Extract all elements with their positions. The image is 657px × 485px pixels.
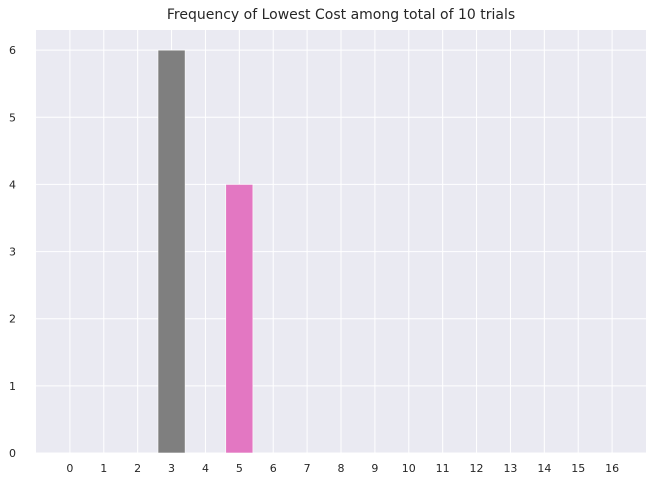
y-tick-label: 6 (9, 44, 16, 57)
x-tick-label: 0 (66, 462, 73, 475)
y-tick-label: 3 (9, 246, 16, 259)
y-tick-label: 1 (9, 380, 16, 393)
chart-title: Frequency of Lowest Cost among total of … (166, 7, 516, 23)
x-tick-label: 4 (202, 462, 209, 475)
x-tick-label: 10 (402, 462, 416, 475)
x-tick-label: 2 (134, 462, 141, 475)
x-tick-label: 11 (436, 462, 450, 475)
x-tick-labels: 0 1 2 3 4 5 6 7 8 9 10 11 12 13 14 15 16 (66, 462, 619, 475)
bar-3 (157, 49, 186, 454)
x-tick-label: 9 (371, 462, 378, 475)
y-tick-labels: 0 1 2 3 4 5 6 (9, 44, 16, 460)
x-tick-label: 1 (100, 462, 107, 475)
y-tick-label: 5 (9, 111, 16, 124)
x-tick-label: 14 (537, 462, 551, 475)
x-tick-label: 13 (503, 462, 517, 475)
x-tick-label: 7 (304, 462, 311, 475)
x-tick-label: 15 (571, 462, 585, 475)
x-tick-label: 5 (236, 462, 243, 475)
y-tick-label: 0 (9, 447, 16, 460)
x-tick-label: 3 (168, 462, 175, 475)
y-tick-label: 2 (9, 313, 16, 326)
x-tick-label: 8 (338, 462, 345, 475)
x-tick-label: 12 (470, 462, 484, 475)
bar-5 (225, 184, 254, 454)
y-tick-label: 4 (9, 178, 16, 191)
x-tick-label: 6 (270, 462, 277, 475)
bars (157, 49, 254, 454)
x-tick-label: 16 (605, 462, 619, 475)
